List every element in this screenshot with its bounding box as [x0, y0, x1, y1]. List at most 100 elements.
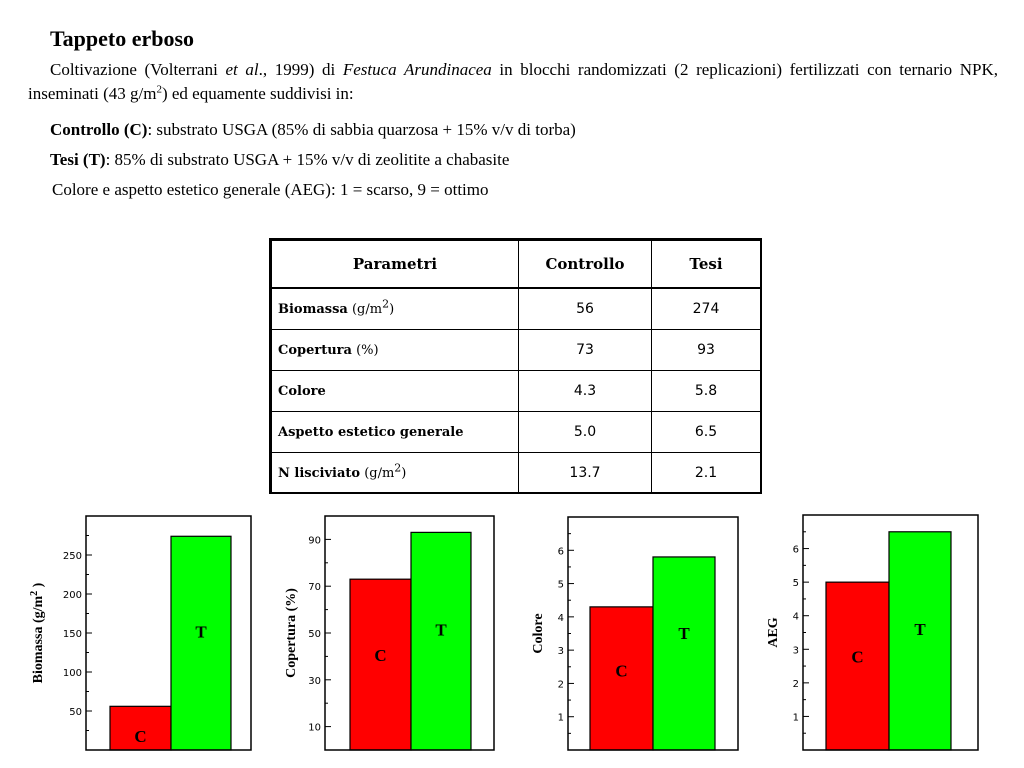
- tesi-label: Tesi (T): [50, 150, 106, 169]
- y-tick-label: 2: [558, 679, 564, 690]
- y-tick-label: 6: [793, 545, 799, 556]
- bar-label-t: T: [678, 624, 690, 643]
- table-row: N lisciviato (g/m2) 13.7 2.1: [271, 452, 761, 494]
- tesi-value: 93: [651, 329, 761, 371]
- bar-t: [652, 556, 716, 751]
- param-unit-sup: 2: [382, 297, 390, 311]
- param-unit: (g/m: [360, 465, 395, 481]
- y-tick-label: 3: [558, 646, 564, 657]
- bar-chart-2: 10 30 50 70 90 Copertura (%) C T: [284, 515, 495, 755]
- page-title: Tappeto erboso: [50, 26, 195, 51]
- controllo-value: 4.3: [518, 370, 652, 412]
- bar-t: [410, 531, 472, 751]
- bar-label-c: C: [374, 646, 386, 665]
- bar-label-c: C: [851, 648, 863, 667]
- chart-svg: 10 30 50 70 90 Copertura (%) C T: [284, 515, 495, 751]
- y-tick-label: 5: [558, 580, 564, 591]
- header-tesi: Tesi: [651, 240, 761, 289]
- bar-label-c: C: [134, 727, 146, 746]
- param-name-cell: Colore: [271, 370, 519, 412]
- bar-t: [170, 535, 232, 751]
- y-tick-label: 1: [793, 712, 799, 723]
- bar-c: [589, 606, 654, 751]
- controllo-value: 5.0: [518, 411, 652, 453]
- tesi-value: 2.1: [651, 452, 761, 494]
- colore-note: Colore e aspetto estetico generale (AEG)…: [52, 180, 489, 199]
- intro-text-c: in blocchi randomizzati (2 replicazioni)…: [28, 60, 998, 103]
- y-tick-label: 100: [63, 668, 82, 679]
- y-tick-label: 200: [63, 590, 82, 601]
- intro-sup: 2: [156, 83, 162, 96]
- tesi-text: : 85% di substrato USGA + 15% v/v di zeo…: [105, 150, 510, 169]
- chart-svg: 50 100 150 200 250 Biomassa (g/m2 ) C T: [29, 515, 252, 751]
- y-tick-label: 2: [793, 679, 799, 690]
- controllo-paragraph: Controllo (C): substrato USGA (85% di sa…: [50, 118, 576, 142]
- intro-text-d: ) ed equamente suddivisi in:: [161, 84, 354, 103]
- param-unit: (%): [351, 342, 379, 358]
- y-tick-label: 6: [558, 546, 564, 557]
- y-tick-label: 30: [308, 676, 321, 687]
- table-row: Colore 4.3 5.8: [271, 370, 761, 412]
- y-tick-label: 1: [558, 713, 564, 724]
- controllo-text: : substrato USGA (85% di sabbia quarzosa…: [147, 120, 576, 139]
- y-axis-label: Copertura (%): [284, 588, 299, 678]
- bar-c: [109, 705, 172, 751]
- table-row: Aspetto estetico generale 5.0 6.5: [271, 411, 761, 453]
- tesi-value: 6.5: [651, 411, 761, 453]
- y-axis-label: Biomassa (g/m2 ): [29, 582, 47, 683]
- table-row: Copertura (%) 73 93: [271, 329, 761, 371]
- bar-c: [825, 581, 890, 751]
- param-name-cell: Biomassa (g/m2): [271, 287, 519, 330]
- bar-label-t: T: [195, 622, 207, 641]
- bar-chart-1: 50 100 150 200 250 Biomassa (g/m2 ) C T: [29, 515, 252, 755]
- bar-t: [888, 531, 952, 751]
- param-name: Biomassa: [278, 301, 348, 317]
- y-tick-label: 70: [308, 582, 321, 593]
- bar-chart-4: 1 2 3 4 5 6 AEG C T: [766, 514, 979, 755]
- param-name: Aspetto estetico generale: [278, 424, 464, 440]
- param-name-cell: Copertura (%): [271, 329, 519, 371]
- controllo-label: Controllo (C): [50, 120, 148, 139]
- header-parametri: Parametri: [271, 240, 519, 289]
- param-name-cell: N lisciviato (g/m2): [271, 452, 519, 494]
- bar-label-c: C: [615, 661, 627, 680]
- y-tick-label: 50: [308, 629, 321, 640]
- y-tick-label: 50: [69, 707, 82, 718]
- controllo-value: 56: [518, 287, 652, 330]
- param-name: Colore: [278, 383, 326, 399]
- param-unit: (g/m: [347, 301, 383, 317]
- param-unit-end: ): [401, 465, 407, 481]
- intro-italic-b: Festuca Arundinacea: [342, 60, 492, 79]
- tesi-paragraph: Tesi (T): 85% di substrato USGA + 15% v/…: [50, 148, 509, 172]
- chart-svg: 1 2 3 4 5 6 Colore C T: [531, 516, 739, 751]
- controllo-value: 13.7: [518, 452, 652, 494]
- controllo-value: 73: [518, 329, 652, 371]
- tesi-value: 274: [651, 287, 761, 330]
- chart-svg: 1 2 3 4 5 6 AEG C T: [766, 514, 979, 751]
- param-name-cell: Aspetto estetico generale: [271, 411, 519, 453]
- intro-paragraph: Coltivazione (Volterrani et al., 1999) d…: [28, 58, 998, 106]
- y-tick-label: 4: [558, 613, 564, 624]
- tesi-value: 5.8: [651, 370, 761, 412]
- param-unit-sup: 2: [394, 461, 402, 475]
- intro-italic-a: et al: [225, 60, 259, 79]
- param-name: Copertura: [278, 342, 352, 358]
- y-tick-label: 150: [63, 629, 82, 640]
- param-unit-end: ): [389, 301, 395, 317]
- header-controllo: Controllo: [518, 240, 652, 289]
- y-tick-label: 90: [308, 535, 321, 546]
- intro-text-b: ., 1999) di: [258, 60, 343, 79]
- intro-text-a: Coltivazione (Volterrani: [50, 60, 226, 79]
- y-axis-label: Colore: [531, 613, 546, 653]
- bar-label-t: T: [435, 620, 447, 639]
- bar-chart-3: 1 2 3 4 5 6 Colore C T: [531, 516, 739, 755]
- y-tick-label: 4: [793, 612, 799, 623]
- y-tick-label: 250: [63, 551, 82, 562]
- param-name: N lisciviato: [278, 465, 361, 481]
- table-header-row: Parametri Controllo Tesi: [271, 240, 761, 289]
- y-tick-label: 10: [308, 723, 321, 734]
- y-axis-label: AEG: [766, 617, 781, 647]
- y-tick-label: 5: [793, 578, 799, 589]
- bar-label-t: T: [914, 620, 926, 639]
- parameters-table: Parametri Controllo Tesi Biomassa (g/m2)…: [269, 238, 762, 494]
